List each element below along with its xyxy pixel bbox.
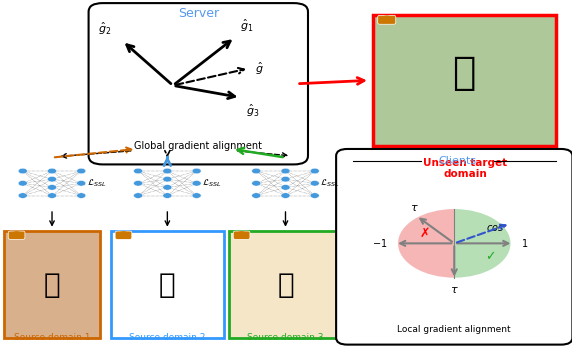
Circle shape [192, 168, 201, 174]
Text: $\hat{g}_2$: $\hat{g}_2$ [98, 21, 111, 37]
FancyBboxPatch shape [336, 149, 572, 345]
Bar [4, 231, 100, 338]
Circle shape [134, 181, 142, 186]
Text: $\mathcal{L}_{SSL}$: $\mathcal{L}_{SSL}$ [202, 177, 222, 189]
FancyBboxPatch shape [8, 231, 25, 239]
Circle shape [47, 193, 57, 198]
Text: ✗: ✗ [420, 227, 430, 239]
Text: 🐎: 🐎 [452, 54, 476, 92]
Bar [111, 231, 224, 338]
Circle shape [281, 168, 290, 174]
Circle shape [18, 168, 27, 174]
Text: 🎸: 🎸 [277, 271, 294, 299]
Circle shape [163, 185, 172, 190]
Circle shape [77, 193, 86, 198]
Circle shape [310, 193, 319, 198]
Text: Server: Server [178, 7, 219, 19]
Text: $1$: $1$ [521, 237, 528, 249]
Circle shape [252, 193, 261, 198]
Text: ✓: ✓ [486, 250, 496, 263]
Text: 🐘: 🐘 [159, 271, 176, 299]
Text: $\mathcal{L}_{SSL}$: $\mathcal{L}_{SSL}$ [320, 177, 340, 189]
Text: Local gradient alignment: Local gradient alignment [398, 325, 511, 334]
Text: $\tau$: $\tau$ [450, 284, 459, 294]
Circle shape [18, 193, 27, 198]
Circle shape [163, 176, 172, 182]
Text: $\hat{g}_1$: $\hat{g}_1$ [240, 18, 254, 34]
Circle shape [47, 176, 57, 182]
Circle shape [192, 193, 201, 198]
Circle shape [47, 168, 57, 174]
Circle shape [163, 168, 172, 174]
Circle shape [47, 185, 57, 190]
Text: Source domain 3: Source domain 3 [247, 333, 324, 342]
Circle shape [18, 181, 27, 186]
Circle shape [77, 181, 86, 186]
Text: $\tau$: $\tau$ [410, 203, 419, 213]
Circle shape [281, 185, 290, 190]
Text: Unseen target
domain: Unseen target domain [423, 157, 507, 179]
Text: $\hat{g}_3$: $\hat{g}_3$ [246, 103, 260, 119]
FancyBboxPatch shape [115, 231, 132, 239]
Text: $\mathcal{L}_{SSL}$: $\mathcal{L}_{SSL}$ [87, 177, 106, 189]
Circle shape [134, 193, 142, 198]
Circle shape [252, 168, 261, 174]
Circle shape [252, 181, 261, 186]
Bar [229, 231, 341, 338]
Text: Source domain 2: Source domain 2 [129, 333, 205, 342]
Text: Global gradient alignment: Global gradient alignment [134, 141, 263, 151]
Text: $cos$: $cos$ [486, 223, 505, 233]
Bar [373, 15, 555, 146]
Circle shape [310, 181, 319, 186]
Circle shape [192, 181, 201, 186]
Text: 🐕: 🐕 [43, 271, 60, 299]
Circle shape [163, 193, 172, 198]
Circle shape [281, 176, 290, 182]
Circle shape [281, 193, 290, 198]
FancyBboxPatch shape [89, 3, 308, 164]
Text: Source domain 1: Source domain 1 [14, 333, 90, 342]
Circle shape [310, 168, 319, 174]
Wedge shape [454, 209, 511, 278]
Text: $\hat{g}$: $\hat{g}$ [255, 60, 263, 76]
Text: $-1$: $-1$ [372, 237, 388, 249]
Circle shape [77, 168, 86, 174]
Circle shape [134, 168, 142, 174]
Wedge shape [398, 209, 454, 278]
FancyBboxPatch shape [378, 15, 396, 24]
Text: Clients: Clients [438, 156, 476, 166]
FancyBboxPatch shape [233, 231, 250, 239]
